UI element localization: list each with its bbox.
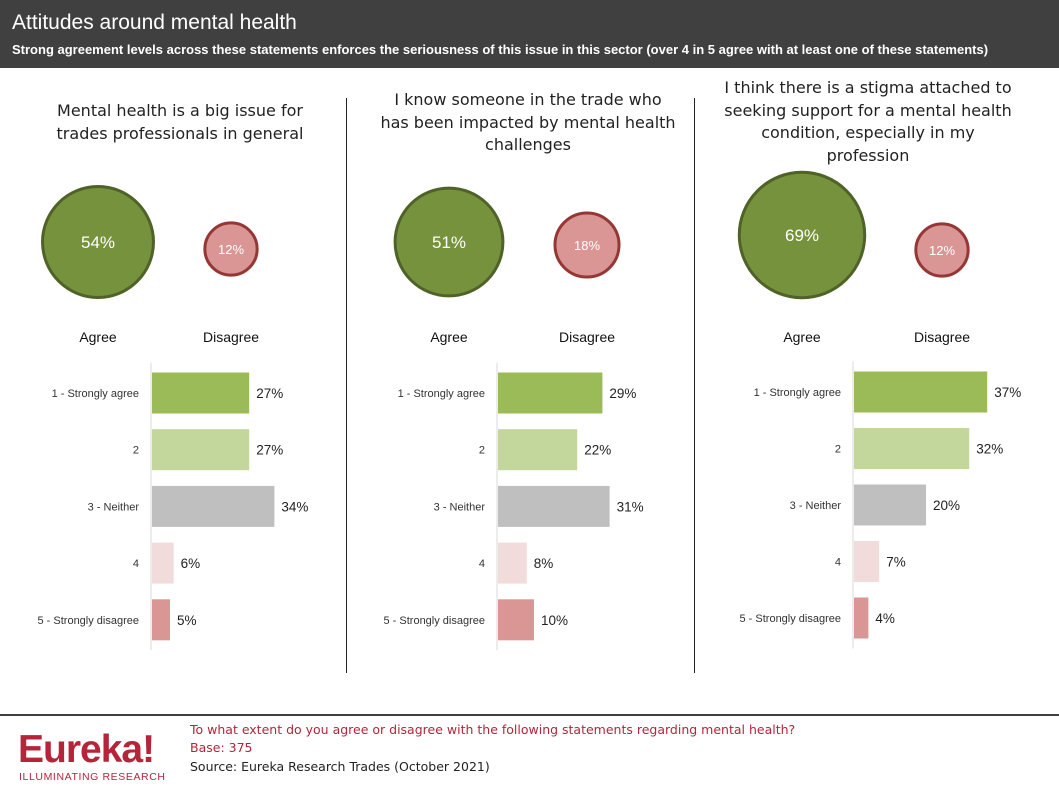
bar-value-label: 6% xyxy=(181,556,201,571)
bar-value-label: 10% xyxy=(541,613,568,628)
page-title: Attitudes around mental health xyxy=(12,11,297,34)
agree-value-label: 54% xyxy=(81,233,115,252)
bar xyxy=(498,485,610,527)
agree-bubble xyxy=(393,186,505,298)
statement-text: I know someone in the trade who has been… xyxy=(353,89,703,157)
statement-line: trades professionals in general xyxy=(56,123,304,143)
statement-line: I think there is a stigma attached to xyxy=(724,78,1012,97)
footnote-base: Base: 375 xyxy=(190,740,253,755)
statement-line: condition, especially in my xyxy=(761,123,975,142)
disagree-caption: Disagree xyxy=(559,329,615,345)
bar-value-label: 7% xyxy=(886,555,906,570)
bar-value-label: 27% xyxy=(256,443,283,458)
agree-caption: Agree xyxy=(430,329,468,345)
statement-line: Mental health is a big issue for xyxy=(57,101,303,120)
header-bar: Attitudes around mental health Strong ag… xyxy=(0,0,1059,68)
bar-category-label: 1 - Strongly agree xyxy=(398,388,485,400)
agree-caption: Agree xyxy=(783,329,821,345)
bar-category-label: 2 xyxy=(133,445,139,457)
bar xyxy=(152,599,170,641)
footnote-question: To what extent do you agree or disagree … xyxy=(190,722,796,737)
agree-value-label: 51% xyxy=(432,233,466,252)
bar-value-label: 37% xyxy=(994,385,1021,400)
bar xyxy=(498,429,578,471)
panel-know-someone: I know someone in the trade who has been… xyxy=(353,68,703,688)
eureka-logo: Eureka! xyxy=(18,728,155,771)
bar-value-label: 27% xyxy=(256,386,283,401)
disagree-caption: Disagree xyxy=(203,329,259,345)
bar-value-label: 20% xyxy=(933,498,960,513)
agree-caption: Agree xyxy=(79,329,117,345)
bar-category-label: 1 - Strongly agree xyxy=(754,387,841,399)
bar-value-label: 34% xyxy=(281,499,308,514)
bar-category-label: 3 - Neither xyxy=(88,501,140,513)
disagree-bubble xyxy=(914,222,970,278)
statement-line: has been impacted by mental health xyxy=(380,112,676,132)
bar-category-label: 5 - Strongly disagree xyxy=(740,613,842,625)
page-subtitle: Strong agreement levels across these sta… xyxy=(12,42,989,57)
panel-chart: 69% 12% Agree Disagree 37% 1 - Strongly agree… xyxy=(737,170,1021,649)
bar-value-label: 4% xyxy=(875,611,895,626)
bar xyxy=(854,371,988,413)
statement-line: seeking support for a mental health xyxy=(724,100,1012,120)
bar xyxy=(498,542,527,584)
bar xyxy=(152,485,275,527)
panel-stigma: I think there is a stigma attached to se… xyxy=(709,68,1059,688)
bar-category-label: 4 xyxy=(133,558,139,570)
bar xyxy=(854,541,880,582)
panel-divider xyxy=(346,98,347,673)
panel-chart: 54% 12% Agree Disagree 27% 1 - Strongly agree… xyxy=(38,185,308,651)
disagree-caption: Disagree xyxy=(914,329,970,345)
footer-divider xyxy=(0,714,1059,716)
agree-bubble xyxy=(41,185,155,299)
agree-bubble xyxy=(737,170,867,300)
bar-value-label: 22% xyxy=(584,443,611,458)
statement-line: profession xyxy=(826,145,910,165)
panel-big-issue: Mental health is a big issue for trades … xyxy=(5,68,355,688)
bar-category-label: 1 - Strongly agree xyxy=(52,388,139,400)
bar xyxy=(854,597,869,639)
statement-line: challenges xyxy=(485,135,571,154)
bar-category-label: 2 xyxy=(479,445,485,457)
bar xyxy=(498,599,534,641)
bar-category-label: 4 xyxy=(479,558,485,570)
disagree-value-label: 18% xyxy=(574,238,600,253)
disagree-bubble xyxy=(203,221,259,277)
panel-chart: 51% 18% Agree Disagree 29% 1 - Strongly agree… xyxy=(384,186,644,651)
eureka-logo-tagline: ILLUMINATING RESEARCH xyxy=(19,771,166,783)
disagree-bubble xyxy=(553,211,621,279)
bar-category-label: 3 - Neither xyxy=(434,501,486,513)
bar-value-label: 29% xyxy=(609,386,636,401)
bar-value-label: 32% xyxy=(976,442,1003,457)
panel-divider xyxy=(694,98,695,673)
bar xyxy=(854,484,926,526)
bar-category-label: 5 - Strongly disagree xyxy=(384,615,486,627)
bar xyxy=(152,372,250,414)
bar-category-label: 2 xyxy=(835,444,841,456)
statement-text: Mental health is a big issue for trades … xyxy=(5,100,355,145)
bar xyxy=(498,372,603,414)
bar-value-label: 31% xyxy=(617,499,644,514)
bar-category-label: 3 - Neither xyxy=(790,500,842,512)
bar xyxy=(152,542,174,584)
bar xyxy=(854,428,970,469)
disagree-value-label: 12% xyxy=(929,243,955,258)
disagree-value-label: 12% xyxy=(218,242,244,257)
bar-category-label: 4 xyxy=(835,557,841,569)
bar-value-label: 8% xyxy=(534,556,554,571)
statement-line: I know someone in the trade who xyxy=(394,90,662,109)
bar-category-label: 5 - Strongly disagree xyxy=(38,615,140,627)
bar-value-label: 5% xyxy=(177,613,197,628)
statement-text: I think there is a stigma attached to se… xyxy=(693,77,1043,167)
footnote-source: Source: Eureka Research Trades (October … xyxy=(190,759,490,774)
bar xyxy=(152,429,250,471)
agree-value-label: 69% xyxy=(785,226,819,245)
